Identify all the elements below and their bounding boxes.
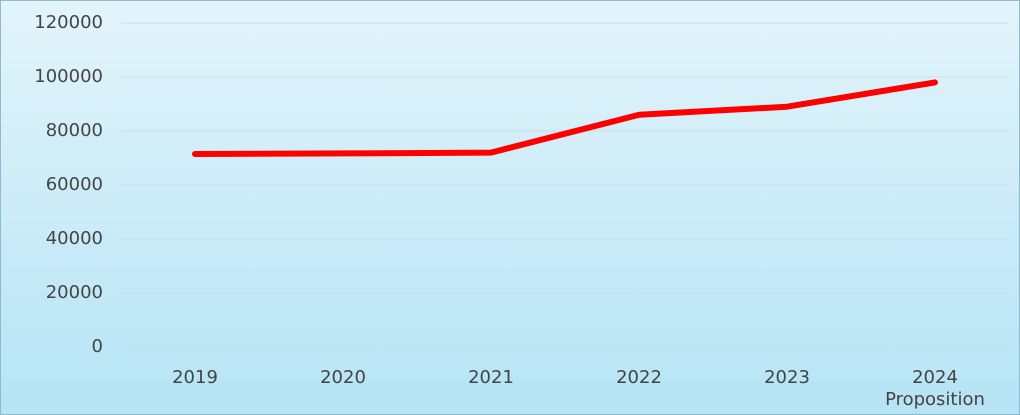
y-tick-label: 40000 xyxy=(46,228,103,249)
y-tick-label: 20000 xyxy=(46,282,103,303)
y-tick-label: 0 xyxy=(92,336,103,357)
y-tick-label: 120000 xyxy=(34,12,103,33)
y-tick-label: 100000 xyxy=(34,66,103,87)
x-tick-label: 2023 xyxy=(764,367,810,388)
x-tick-label: 2020 xyxy=(320,367,366,388)
y-tick-label: 80000 xyxy=(46,120,103,141)
x-tick-label: 2019 xyxy=(172,367,218,388)
x-tick-label: 2021 xyxy=(468,367,514,388)
x-tick-label: 2024 Proposition xyxy=(885,367,985,410)
line xyxy=(192,79,938,157)
y-tick-label: 60000 xyxy=(46,174,103,195)
x-tick-label: 2022 xyxy=(616,367,662,388)
